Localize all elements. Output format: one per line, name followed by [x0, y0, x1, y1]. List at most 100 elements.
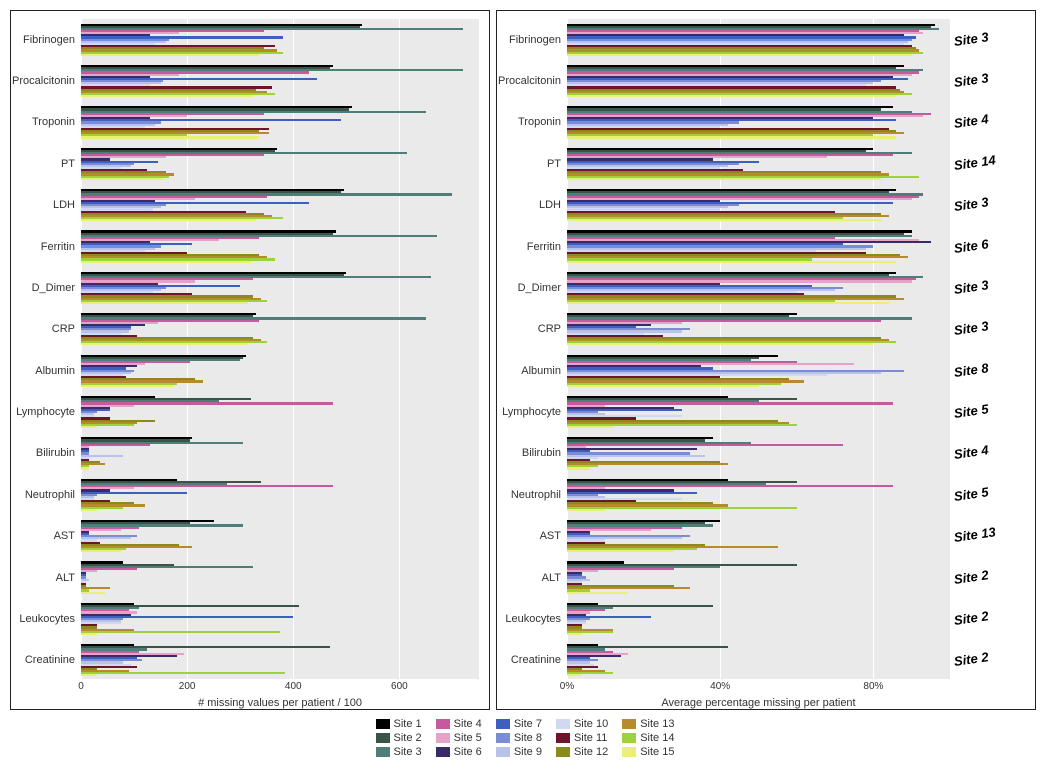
x-axis-ticks-left: 0200400600 [81, 681, 479, 693]
category-label: Procalcitonin [498, 75, 561, 87]
bar [81, 343, 248, 345]
legend-swatch [436, 747, 450, 757]
legend-swatch [376, 733, 390, 743]
legend-item: Site 6 [436, 746, 482, 758]
bar [81, 674, 97, 676]
category-label: AST [540, 530, 561, 542]
category-label: LDH [53, 199, 75, 211]
legend-swatch [436, 733, 450, 743]
bar [567, 485, 893, 487]
bar [81, 509, 97, 511]
legend-swatch [622, 747, 636, 757]
x-axis-right: 0%40%80% Average percentage missing per … [567, 681, 950, 709]
bar-group [567, 433, 950, 474]
legend-swatch [496, 733, 510, 743]
annotation-label: Site 2 [953, 567, 989, 587]
bar [567, 343, 873, 345]
category-label: D_Dimer [518, 282, 561, 294]
legend-label: Site 1 [394, 718, 422, 730]
bar-group [81, 19, 479, 60]
legend-item: Site 14 [622, 732, 674, 744]
legend-label: Site 5 [454, 732, 482, 744]
bar [567, 402, 893, 404]
bar-group [81, 102, 479, 143]
legend-swatch [622, 733, 636, 743]
category-label: PT [547, 158, 561, 170]
bar [81, 467, 89, 469]
x-tick: 200 [179, 681, 196, 692]
legend-item: Site 2 [376, 732, 422, 744]
bar [81, 631, 280, 633]
y-axis-category-labels-right: FibrinogenProcalcitoninTroponinPTLDHFerr… [497, 19, 565, 679]
x-axis-title-right: Average percentage missing per patient [567, 697, 950, 709]
category-label: ALT [56, 572, 75, 584]
x-tick: 80% [863, 681, 883, 692]
bar-group [81, 474, 479, 515]
x-tick: 0 [78, 681, 84, 692]
category-label: Neutrophil [25, 489, 75, 501]
annotation-label: Site 5 [953, 401, 989, 421]
plot-area-right [567, 19, 950, 679]
bar-group [567, 102, 950, 143]
legend-item: Site 8 [496, 732, 542, 744]
category-label: Ferritin [527, 241, 561, 253]
bar-group [567, 391, 950, 432]
legend-item: Site 3 [376, 746, 422, 758]
category-label: CRP [52, 323, 75, 335]
bar [81, 550, 121, 552]
legend-item: Site 10 [556, 718, 608, 730]
category-label: Albumin [35, 365, 75, 377]
legend-item: Site 5 [436, 732, 482, 744]
legend-label: Site 4 [454, 718, 482, 730]
x-tick: 0% [560, 681, 574, 692]
legend-item: Site 15 [622, 746, 674, 758]
bar-group [81, 433, 479, 474]
category-label: AST [54, 530, 75, 542]
x-tick: 600 [391, 681, 408, 692]
panel-right: FibrinogenProcalcitoninTroponinPTLDHFerr… [496, 10, 1036, 710]
bar-group [81, 516, 479, 557]
legend-item: Site 1 [376, 718, 422, 730]
bar-group [567, 143, 950, 184]
bar [567, 385, 759, 387]
annotation-label: Site 13 [953, 524, 997, 545]
bar [567, 509, 605, 511]
bar [567, 136, 896, 138]
legend-swatch [436, 719, 450, 729]
legend-grid: Site 1 Site 2 Site 3 Site 4 Site 5 Site 6 Site… [376, 718, 675, 758]
legend-label: Site 10 [574, 718, 608, 730]
bar [567, 592, 628, 594]
category-label: Albumin [521, 365, 561, 377]
annotation-label: Site 3 [953, 277, 989, 297]
category-label: D_Dimer [32, 282, 75, 294]
bar [81, 444, 150, 446]
annotation-label: Site 4 [953, 443, 989, 463]
legend-item: Site 9 [496, 746, 542, 758]
annotation-region: Site 3Site 3Site 4Site 14Site 3Site 6Sit… [950, 19, 1035, 679]
bar-group [567, 350, 950, 391]
bar [81, 672, 285, 674]
category-label: ALT [542, 572, 561, 584]
bar-group [81, 640, 479, 679]
bar [567, 426, 613, 428]
bar [81, 592, 105, 594]
panel-left: FibrinogenProcalcitoninTroponinPTLDHFerr… [10, 10, 490, 710]
bar [81, 261, 251, 263]
category-label: LDH [539, 199, 561, 211]
category-label: Fibrinogen [23, 34, 75, 46]
legend: Site 1 Site 2 Site 3 Site 4 Site 5 Site 6 Site… [10, 718, 1040, 758]
legend-swatch [556, 719, 570, 729]
bar-group [567, 474, 950, 515]
bar-group [81, 143, 479, 184]
legend-swatch [376, 719, 390, 729]
bar-group [81, 185, 479, 226]
bar [567, 444, 843, 446]
category-label: Neutrophil [511, 489, 561, 501]
x-axis-title-left: # missing values per patient / 100 [81, 697, 479, 709]
bar [567, 54, 912, 56]
bar-group [81, 226, 479, 267]
category-label: CRP [538, 323, 561, 335]
legend-label: Site 7 [514, 718, 542, 730]
bar [81, 633, 97, 635]
legend-label: Site 13 [640, 718, 674, 730]
